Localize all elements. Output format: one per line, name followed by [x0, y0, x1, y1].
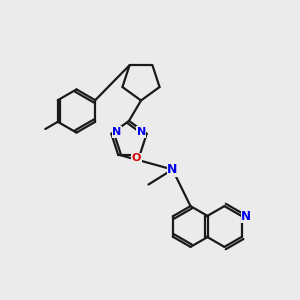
Text: O: O [132, 153, 141, 163]
Text: N: N [241, 210, 251, 223]
Text: N: N [112, 127, 121, 137]
Text: N: N [137, 127, 146, 137]
Text: N: N [167, 163, 178, 176]
